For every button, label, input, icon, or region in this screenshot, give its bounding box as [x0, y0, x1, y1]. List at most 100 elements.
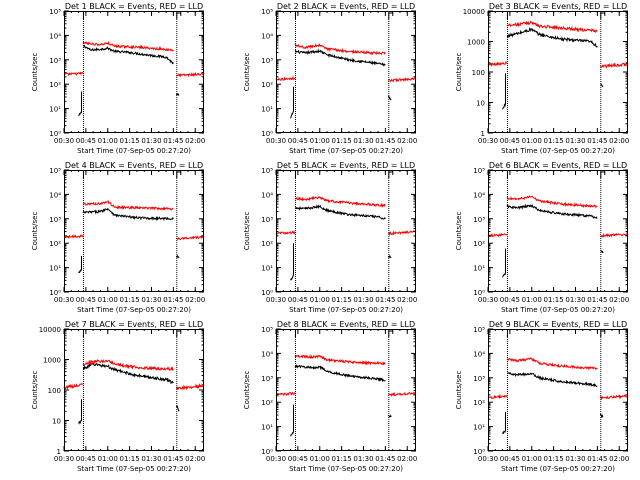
events-series-line	[82, 362, 174, 385]
x-tick-label: 00:45	[288, 296, 308, 304]
x-tick-label: 01:30	[141, 296, 161, 304]
y-axis-label: Counts/sec	[243, 371, 251, 410]
x-tick-label: 01:30	[565, 296, 585, 304]
marker-bracket	[388, 171, 394, 175]
x-tick-label: 01:15	[544, 296, 564, 304]
events-series-line	[175, 93, 180, 96]
lld-series-line	[63, 234, 84, 239]
panel-title: Det 1 BLACK = Events, RED = LLD	[65, 2, 203, 11]
marker-bracket	[176, 330, 182, 334]
x-tick-label: 01:00	[98, 296, 118, 304]
x-axis-label: Start Time (07-Sep-05 00:27:20)	[77, 465, 191, 473]
y-tick-label: 10¹	[473, 424, 485, 432]
y-tick-label: 10⁵	[261, 167, 273, 175]
y-tick-label: 10⁴	[261, 191, 273, 199]
detector-panel: 00:30 00:45 01:00 01:15 01:30 01:45 02:00 10⁰ 10…	[243, 161, 417, 314]
x-tick-label: 01:15	[544, 137, 564, 145]
lld-series-line	[487, 60, 508, 67]
lld-series-line	[506, 20, 598, 33]
y-tick-label: 10³	[473, 375, 485, 383]
lld-series-line	[175, 383, 205, 391]
events-series-line	[290, 86, 294, 119]
panel-title: Det 6 BLACK = Events, RED = LLD	[489, 161, 627, 170]
x-axis-label: Start Time (07-Sep-05 00:27:20)	[77, 147, 191, 155]
y-tick-label: 100	[472, 69, 485, 77]
x-tick-label: 00:45	[500, 296, 520, 304]
y-tick-label: 10³	[49, 57, 61, 65]
lld-series-line	[506, 195, 598, 209]
y-tick-label: 10	[476, 100, 485, 108]
x-tick-label: 01:30	[141, 455, 161, 463]
x-tick-label: 01:15	[544, 455, 564, 463]
x-tick-label: 00:30	[266, 455, 286, 463]
lld-series-line	[275, 230, 296, 235]
events-series-line	[507, 371, 598, 388]
x-tick-label: 01:00	[310, 455, 330, 463]
y-axis-label: Counts/sec	[243, 212, 251, 251]
plot-frame	[64, 329, 204, 451]
x-tick-label: 01:30	[353, 137, 373, 145]
detector-panel: 00:30 00:45 01:00 01:15 01:30 01:45 02:00 1 10 10…	[455, 2, 629, 155]
events-series-line	[502, 73, 506, 110]
events-series-line	[387, 254, 392, 259]
y-tick-label: 10⁴	[473, 191, 485, 199]
events-series-line	[294, 48, 386, 67]
x-tick-label: 02:00	[185, 296, 205, 304]
y-axis-label: Counts/sec	[455, 212, 463, 251]
events-series-line	[502, 248, 506, 278]
x-tick-label: 01:45	[163, 455, 183, 463]
lld-series-line	[63, 383, 84, 390]
lld-series-line	[175, 71, 205, 78]
y-tick-label: 10⁵	[49, 8, 61, 16]
y-tick-label: 10000	[463, 8, 485, 16]
marker-bracket	[176, 12, 182, 16]
x-tick-label: 01:15	[332, 137, 352, 145]
x-tick-label: 02:00	[609, 137, 629, 145]
y-tick-label: 1000	[43, 357, 61, 365]
y-tick-label: 10⁴	[49, 32, 61, 40]
events-series-line	[387, 95, 392, 101]
y-tick-label: 10³	[473, 216, 485, 224]
y-axis-label: Counts/sec	[455, 371, 463, 410]
x-axis-label: Start Time (07-Sep-05 00:27:20)	[501, 147, 615, 155]
x-tick-label: 01:45	[587, 296, 607, 304]
detector-panel: 00:30 00:45 01:00 01:15 01:30 01:45 02:00 10⁰ 10…	[455, 161, 629, 314]
x-tick-label: 01:15	[120, 137, 140, 145]
x-tick-label: 02:00	[609, 296, 629, 304]
y-tick-label: 10²	[261, 81, 273, 89]
x-tick-label: 01:45	[375, 455, 395, 463]
y-tick-label: 10⁴	[49, 191, 61, 199]
plot-frame	[276, 11, 416, 133]
y-tick-label: 10⁵	[473, 326, 485, 334]
y-tick-label: 10³	[261, 57, 273, 65]
events-series-line	[290, 243, 294, 281]
y-tick-label: 10⁰	[261, 289, 273, 297]
x-tick-label: 02:00	[397, 137, 417, 145]
events-series-line	[294, 364, 386, 383]
x-axis-label: Start Time (07-Sep-05 00:27:20)	[289, 147, 403, 155]
y-tick-label: 10⁴	[473, 350, 485, 358]
x-tick-label: 01:45	[375, 137, 395, 145]
x-tick-label: 01:00	[98, 455, 118, 463]
x-tick-label: 01:45	[163, 296, 183, 304]
marker-bracket	[600, 330, 606, 334]
lld-series-line	[487, 232, 508, 238]
y-tick-label: 1	[481, 130, 485, 138]
y-axis-label: Counts/sec	[243, 53, 251, 92]
x-tick-label: 01:15	[332, 296, 352, 304]
lld-series-line	[82, 199, 174, 211]
x-tick-label: 00:30	[266, 137, 286, 145]
x-tick-label: 00:45	[288, 137, 308, 145]
y-tick-label: 1	[57, 448, 61, 456]
lld-series-line	[294, 354, 386, 366]
x-tick-label: 00:30	[478, 296, 498, 304]
x-tick-label: 01:00	[522, 455, 542, 463]
x-tick-label: 00:45	[76, 296, 96, 304]
detector-panel: 00:30 00:45 01:00 01:15 01:30 01:45 02:00 10⁰ 10…	[31, 2, 205, 155]
lld-series-line	[599, 231, 629, 238]
events-series-line	[175, 405, 180, 412]
y-tick-label: 10⁴	[261, 32, 273, 40]
y-tick-label: 1000	[467, 39, 485, 47]
y-tick-label: 10³	[261, 375, 273, 383]
lld-series-line	[275, 75, 296, 81]
